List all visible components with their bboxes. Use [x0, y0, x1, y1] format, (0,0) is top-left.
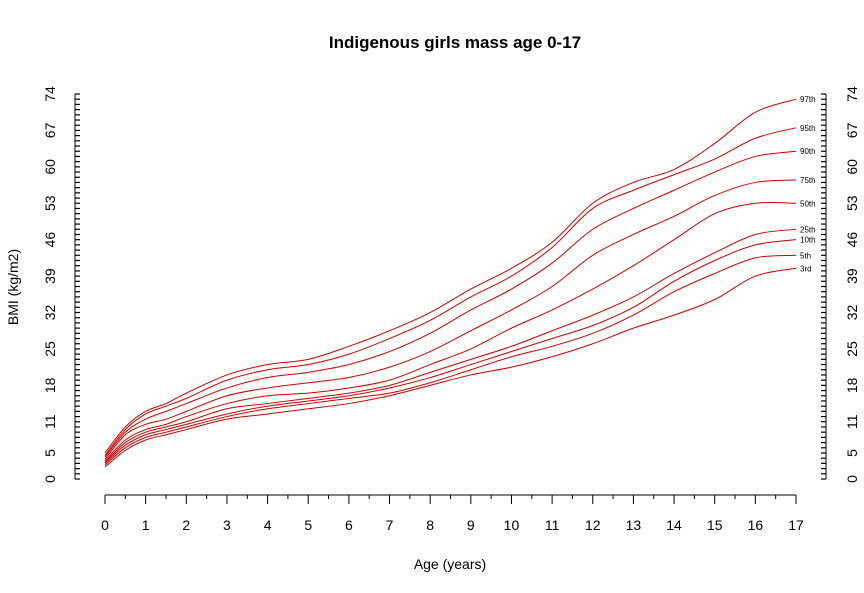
y-tick-label-right: 5 — [844, 449, 860, 457]
y-tick-label-left: 32 — [42, 305, 58, 321]
y-tick-label-right: 39 — [844, 268, 860, 284]
y-tick-label-right: 25 — [844, 341, 860, 357]
x-tick-label: 9 — [467, 517, 475, 533]
x-tick-label: 10 — [504, 517, 520, 533]
y-tick-label-right: 74 — [844, 86, 860, 102]
x-tick-label: 11 — [545, 517, 560, 533]
y-tick-label-left: 53 — [42, 195, 58, 211]
x-tick-label: 6 — [345, 517, 353, 533]
x-tick-label: 16 — [748, 517, 764, 533]
percentile-line-97th — [104, 98, 797, 454]
y-axis-label: BMI (kg/m2) — [5, 249, 21, 325]
x-tick-label: 3 — [223, 517, 231, 533]
percentile-labels: 97th 95th 90th 75th 50th 25th 10th 5th 3rd — [800, 95, 816, 273]
percentile-label-5th: 5th — [800, 251, 811, 260]
x-tick-label: 8 — [426, 517, 434, 533]
y-tick-label-left: 67 — [42, 122, 58, 138]
y-tick-label-right: 11 — [844, 414, 860, 429]
x-tick-label: 2 — [182, 517, 190, 533]
y-tick-label-left: 46 — [42, 232, 58, 248]
y-tick-label-left: 11 — [42, 414, 58, 429]
percentile-line-5th — [104, 254, 797, 466]
percentile-line-25th — [104, 228, 797, 463]
percentile-lines — [104, 98, 797, 468]
percentile-line-90th — [104, 150, 797, 458]
y-tick-label-right: 60 — [844, 159, 860, 175]
x-tick-label: 7 — [386, 517, 394, 533]
y-tick-label-left: 25 — [42, 341, 58, 357]
percentile-line-10th — [104, 239, 797, 464]
y-tick-label-left: 0 — [42, 475, 58, 483]
percentile-label-90th: 90th — [800, 147, 816, 156]
x-tick-label: 4 — [264, 517, 272, 533]
percentile-line-3rd — [104, 267, 797, 468]
percentile-label-75th: 75th — [800, 176, 816, 185]
y-tick-label-right: 46 — [844, 232, 860, 248]
percentile-label-10th: 10th — [800, 236, 816, 245]
x-axis-label: Age (years) — [414, 556, 486, 572]
x-tick-label: 12 — [585, 517, 601, 533]
percentile-label-25th: 25th — [800, 225, 816, 234]
y-tick-label-left: 60 — [42, 159, 58, 175]
x-tick-label: 5 — [304, 517, 312, 533]
y-tick-label-right: 0 — [844, 475, 860, 483]
y-tick-label-right: 53 — [844, 195, 860, 211]
percentile-line-75th — [104, 179, 797, 460]
percentile-line-50th — [104, 201, 797, 462]
percentile-label-3rd: 3rd — [800, 264, 812, 273]
x-tick-label: 13 — [626, 517, 642, 533]
x-tick-label: 0 — [101, 517, 109, 533]
x-tick-label: 1 — [142, 517, 150, 533]
x-tick-label: 17 — [788, 517, 804, 533]
chart-title: Indigenous girls mass age 0-17 — [329, 33, 581, 52]
percentile-label-95th: 95th — [800, 124, 816, 133]
y-tick-label-right: 18 — [844, 377, 860, 393]
y-tick-label-left: 5 — [42, 449, 58, 457]
percentile-label-50th: 50th — [800, 199, 816, 208]
x-tick-label: 15 — [707, 517, 723, 533]
y-tick-label-left: 39 — [42, 268, 58, 284]
percentile-label-97th: 97th — [800, 95, 816, 104]
x-tick-label: 14 — [666, 517, 682, 533]
y-tick-label-right: 67 — [844, 122, 860, 138]
y-tick-label-left: 18 — [42, 377, 58, 393]
y-tick-label-left: 74 — [42, 86, 58, 102]
percentile-line-95th — [104, 127, 797, 456]
y-tick-label-right: 32 — [844, 305, 860, 321]
